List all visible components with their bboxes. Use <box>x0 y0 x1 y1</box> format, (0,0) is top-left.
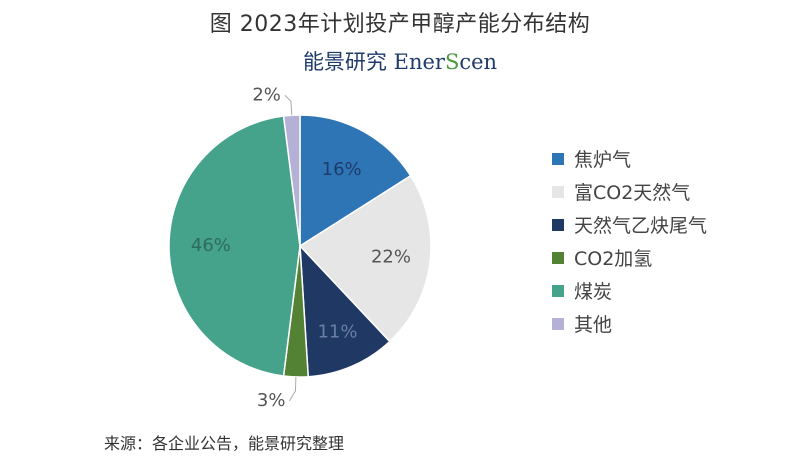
brand-name-en: EnerScen <box>393 50 498 74</box>
leader-line-4 <box>289 376 297 402</box>
legend-item-4: CO2加氢 <box>552 241 707 274</box>
pie-slice-1 <box>299 114 412 248</box>
slice-label-3: 11% <box>317 322 357 343</box>
legend-swatch <box>552 284 564 297</box>
legend-label: 富CO2天然气 <box>574 182 691 204</box>
legend-item-6: 其他 <box>552 307 707 340</box>
legend-swatch <box>552 218 564 231</box>
pie-slice-3 <box>299 243 391 378</box>
brand-name-cn: 能景研究 <box>302 50 387 74</box>
legend-swatch <box>552 152 564 165</box>
slice-label-5: 46% <box>191 235 231 256</box>
slice-label-6: 2% <box>252 84 281 105</box>
slice-label-2: 22% <box>371 246 411 267</box>
brand-logo: 能景研究 EnerScen <box>0 46 800 76</box>
pie-slice-2 <box>298 174 432 343</box>
slice-label-4: 3% <box>257 390 286 411</box>
leader-line-6 <box>284 94 293 116</box>
legend-swatch <box>552 185 564 198</box>
legend-label: 焦炉气 <box>574 149 632 171</box>
chart-legend: 焦炉气富CO2天然气 天然气乙炔尾气 CO2加氢煤炭其他 <box>552 142 707 340</box>
legend-swatch <box>552 251 564 264</box>
legend-label: CO2加氢 <box>574 248 653 270</box>
chart-title: 图 2023年计划投产甲醇产能分布结构 <box>209 12 591 37</box>
legend-item-1: 焦炉气 <box>552 142 707 175</box>
legend-item-2: 富CO2天然气 <box>552 175 707 208</box>
legend-swatch <box>552 317 564 330</box>
legend-label: 煤炭 <box>574 281 613 303</box>
legend-item-3: 天然气乙炔尾气 <box>552 208 707 241</box>
source-note: 来源：各企业公告，能景研究整理 <box>104 434 345 453</box>
legend-label: 天然气乙炔尾气 <box>574 215 708 237</box>
legend-label: 其他 <box>574 314 613 336</box>
legend-item-5: 煤炭 <box>552 274 707 307</box>
slice-label-1: 16% <box>322 159 362 180</box>
pie-slice-5 <box>168 115 301 377</box>
